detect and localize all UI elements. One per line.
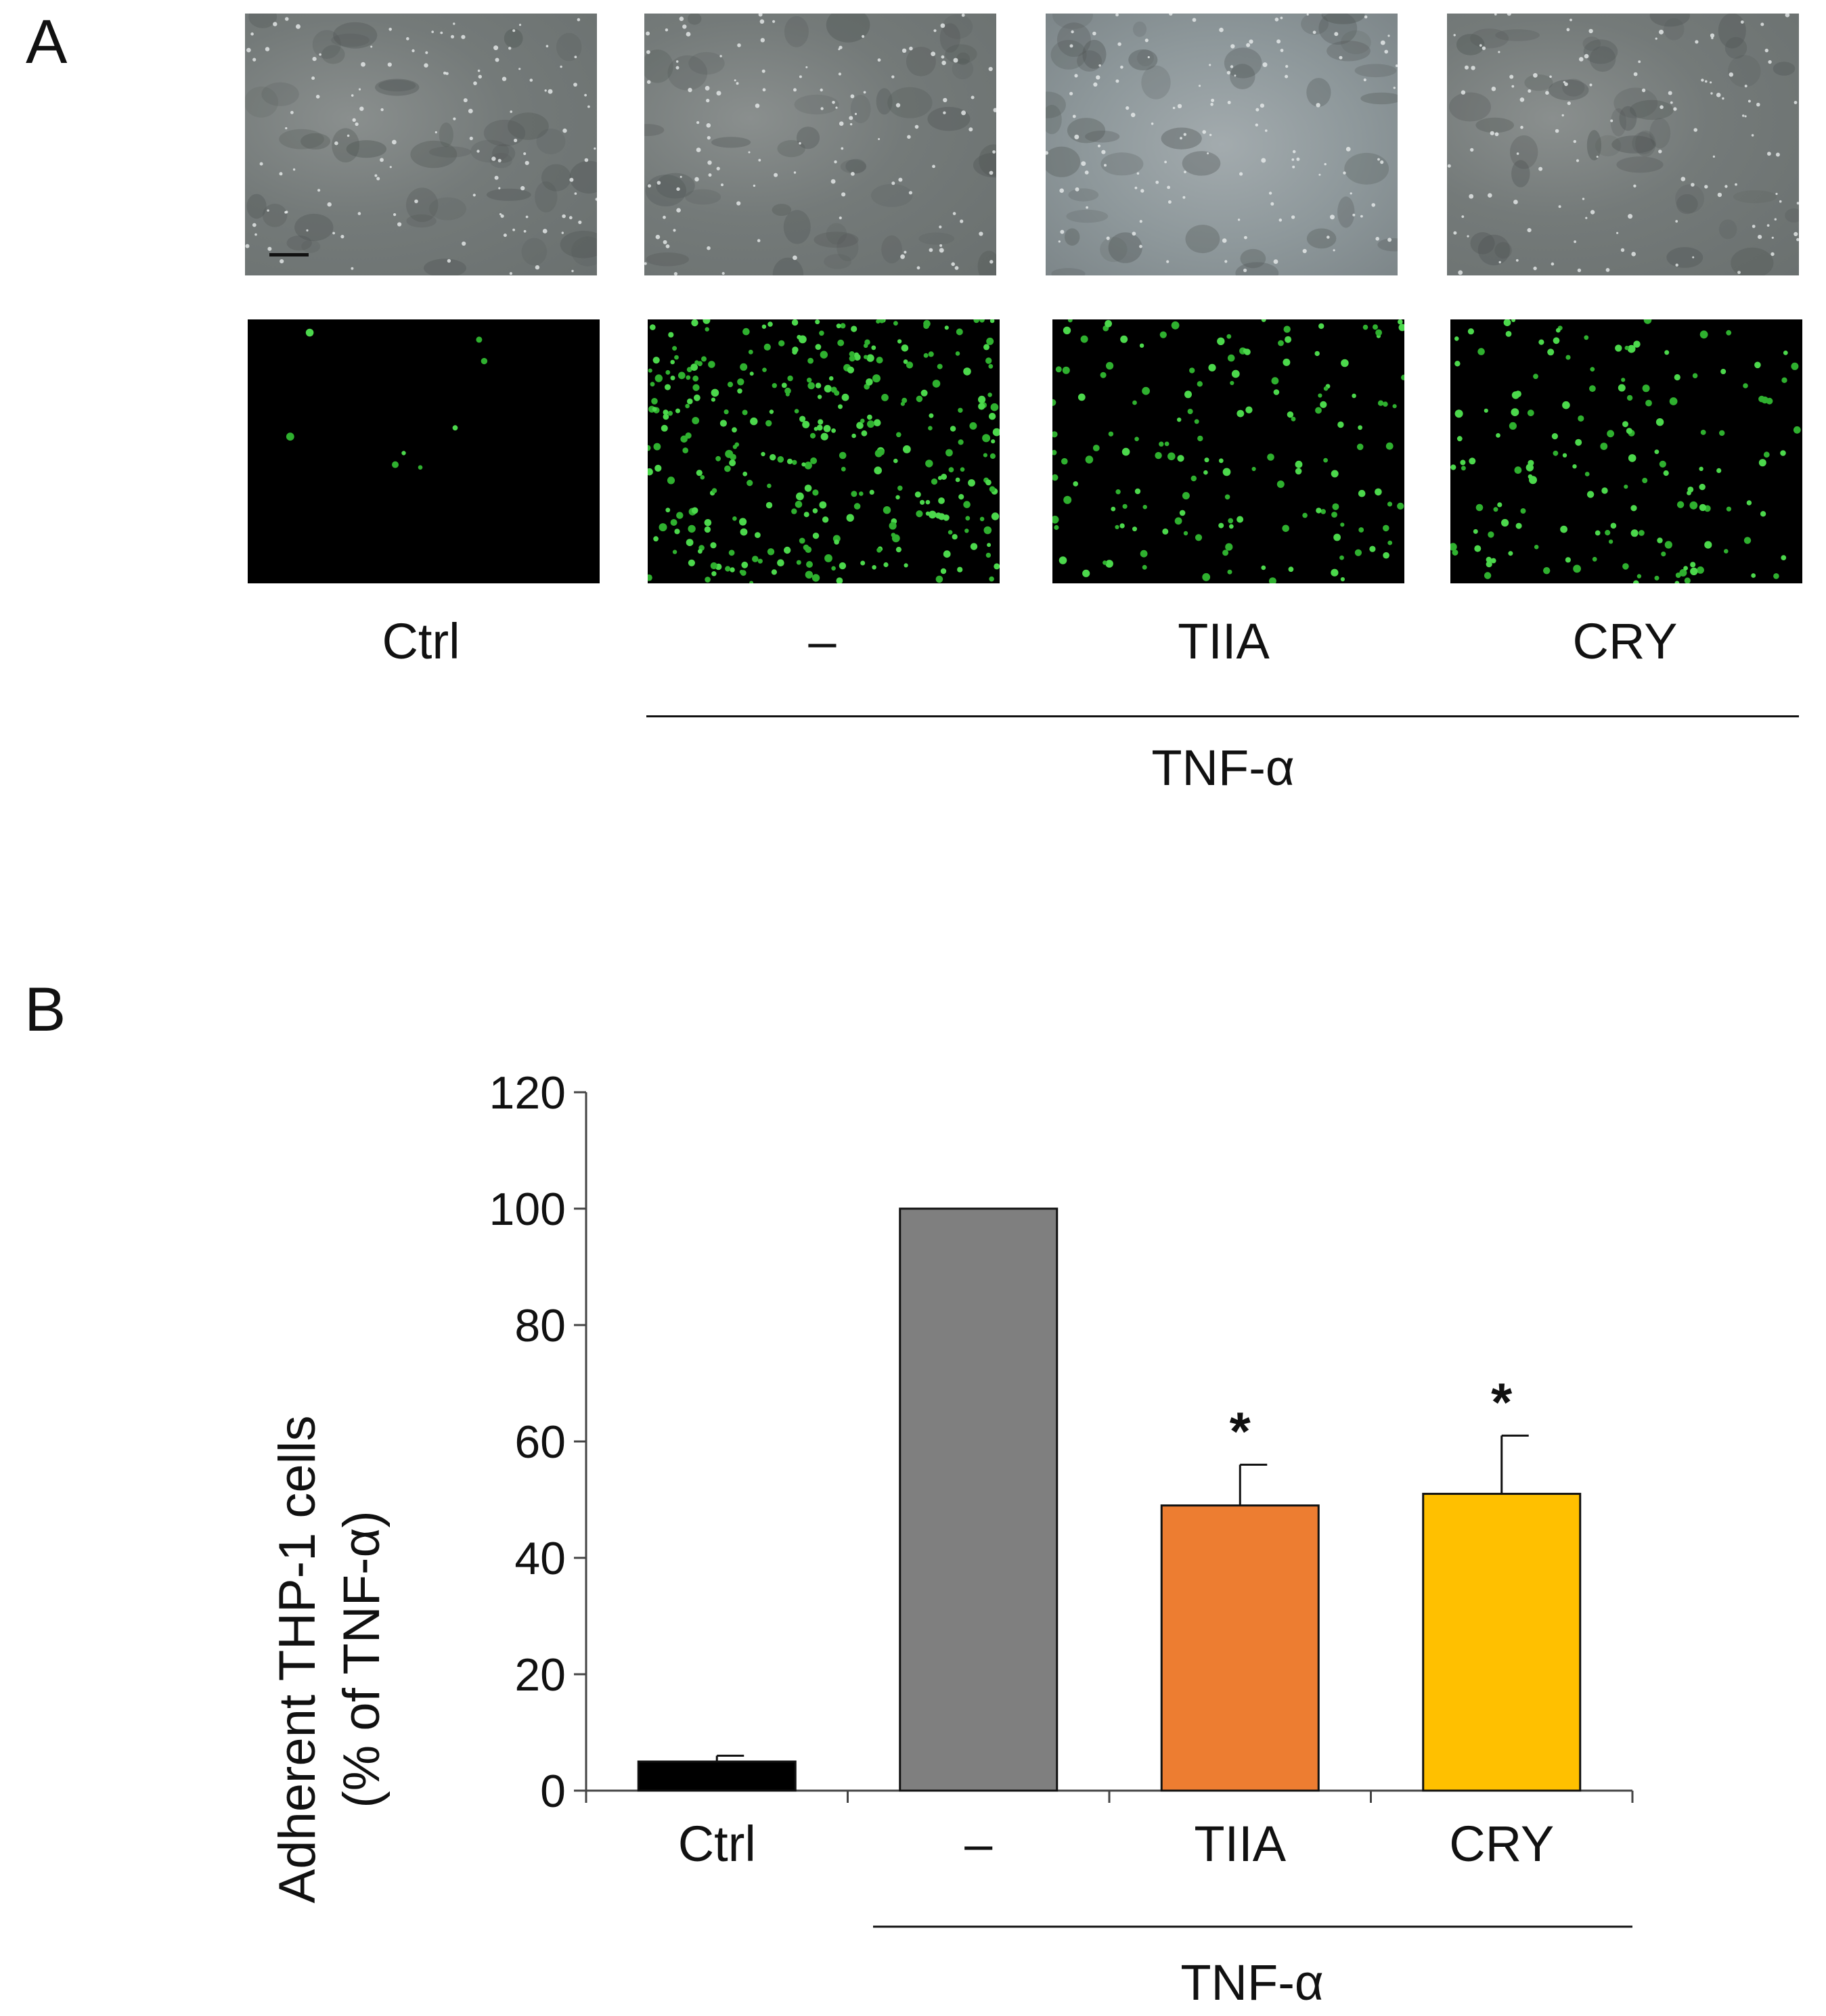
x-axis — [585, 1789, 1634, 1803]
group-label: TNF-α — [1180, 1954, 1323, 2011]
panel-a-label-tiia: TIIA — [1178, 613, 1270, 669]
bar-0 — [637, 1760, 797, 1792]
category-labels: Ctrl – TIIA CRY — [678, 1816, 1555, 1872]
y-tick-label: 40 — [514, 1533, 566, 1584]
y-axis: 0 20 40 60 80 100 120 — [489, 1067, 587, 1817]
y-axis-label-line1: Adherent THP-1 cells — [269, 1416, 326, 1904]
bar-3 — [1422, 1492, 1582, 1792]
fluorescence-image-tiia — [1052, 319, 1404, 583]
bars: * * — [637, 1207, 1582, 1792]
fluorescence-image-ctrl — [248, 319, 600, 583]
significance-marker: * — [1491, 1372, 1513, 1432]
bar-1 — [899, 1207, 1059, 1792]
bar-chart: Adherent THP-1 cells (% of TNF-α) 0 20 40 6… — [269, 1067, 1634, 2011]
y-axis-title: Adherent THP-1 cells (% of TNF-α) — [269, 1416, 391, 1904]
panel-a-group-label: TNF-α — [1151, 740, 1295, 796]
panel-a-group-line — [646, 715, 1799, 717]
fluorescence-image-tnf — [648, 319, 1000, 583]
category-label: – — [964, 1816, 993, 1872]
y-tick-label: 60 — [514, 1416, 566, 1468]
panel-a-label-cry: CRY — [1572, 613, 1678, 669]
brightfield-image-ctrl — [245, 14, 597, 275]
category-label: TIIA — [1194, 1816, 1286, 1872]
fluorescence-image-cry — [1450, 319, 1802, 583]
brightfield-image-tiia — [1046, 14, 1398, 275]
panel-a-label-ctrl: Ctrl — [382, 613, 460, 669]
category-label: CRY — [1449, 1816, 1554, 1872]
category-label: Ctrl — [678, 1816, 756, 1872]
y-tick-label: 80 — [514, 1300, 566, 1351]
panel-a-letter: A — [26, 7, 68, 76]
bar-2 — [1160, 1504, 1320, 1792]
scale-bar — [269, 253, 309, 256]
y-tick-label: 120 — [489, 1067, 566, 1119]
brightfield-image-tnf — [644, 14, 996, 275]
brightfield-image-cry — [1447, 14, 1799, 275]
panel-b-letter: B — [24, 975, 66, 1044]
y-tick-label: 0 — [540, 1766, 566, 1817]
significance-marker: * — [1230, 1401, 1251, 1461]
y-axis-label-line2: (% of TNF-α) — [333, 1510, 391, 1808]
panel-a-label-tnf: – — [808, 613, 837, 669]
y-tick-label: 100 — [489, 1184, 566, 1235]
y-tick-label: 20 — [514, 1649, 566, 1701]
